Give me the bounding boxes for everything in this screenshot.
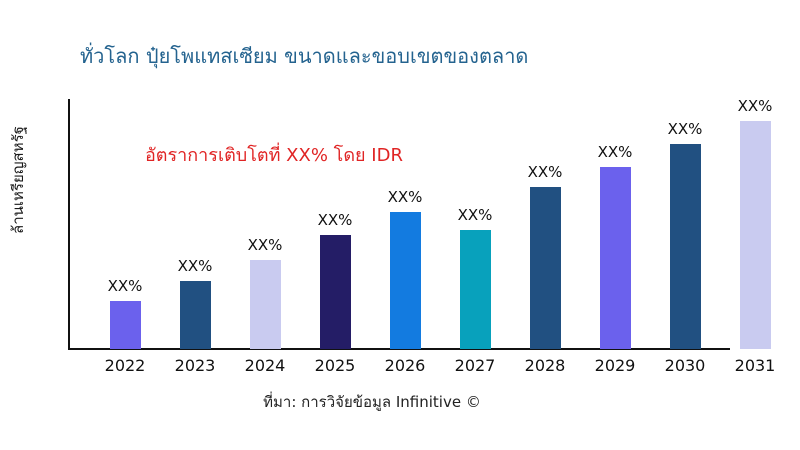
x-tick-2027: 2027 (454, 356, 496, 375)
x-tick-2023: 2023 (174, 356, 216, 375)
bar-2025 (319, 235, 351, 349)
bar-value-label-2029: XX% (597, 143, 633, 161)
x-tick-2028: 2028 (524, 356, 566, 375)
bar-2027 (459, 230, 491, 349)
source-note: ที่มา: การวิจัยข้อมูล Infinitive © (263, 393, 481, 411)
bar-value-label-2025: XX% (317, 211, 353, 229)
bar-value-label-2024: XX% (247, 236, 283, 254)
bar-2023 (179, 281, 211, 349)
x-tick-2029: 2029 (594, 356, 636, 375)
x-tick-2024: 2024 (244, 356, 286, 375)
bar-2029 (599, 167, 631, 349)
chart-title: ทั่วโลก ปุ๋ยโพแทสเซียม ขนาดและขอบเขตของต… (80, 44, 529, 68)
x-tick-2022: 2022 (104, 356, 146, 375)
bar-value-label-2023: XX% (177, 257, 213, 275)
bar-value-label-2027: XX% (457, 206, 493, 224)
bar-2026 (389, 212, 421, 349)
bar-2028 (529, 187, 561, 349)
y-axis-line (68, 99, 70, 350)
bar-2022 (109, 301, 141, 349)
bar-2024 (249, 260, 281, 349)
bar-2030 (669, 144, 701, 349)
growth-rate-annotation: อัตราการเติบโตที่ XX% โดย IDR (145, 145, 403, 166)
bar-value-label-2022: XX% (107, 277, 143, 295)
bar-value-label-2030: XX% (667, 120, 703, 138)
x-tick-2026: 2026 (384, 356, 426, 375)
y-axis-label: ล้านเหรียญสหรัฐ (9, 126, 27, 234)
bar-value-label-2026: XX% (387, 188, 423, 206)
bar-value-label-2028: XX% (527, 163, 563, 181)
x-axis-line (68, 348, 730, 350)
x-tick-2030: 2030 (664, 356, 706, 375)
x-tick-2031: 2031 (734, 356, 776, 375)
bar-value-label-2031: XX% (737, 97, 773, 115)
x-tick-2025: 2025 (314, 356, 356, 375)
bar-2031 (739, 121, 771, 349)
